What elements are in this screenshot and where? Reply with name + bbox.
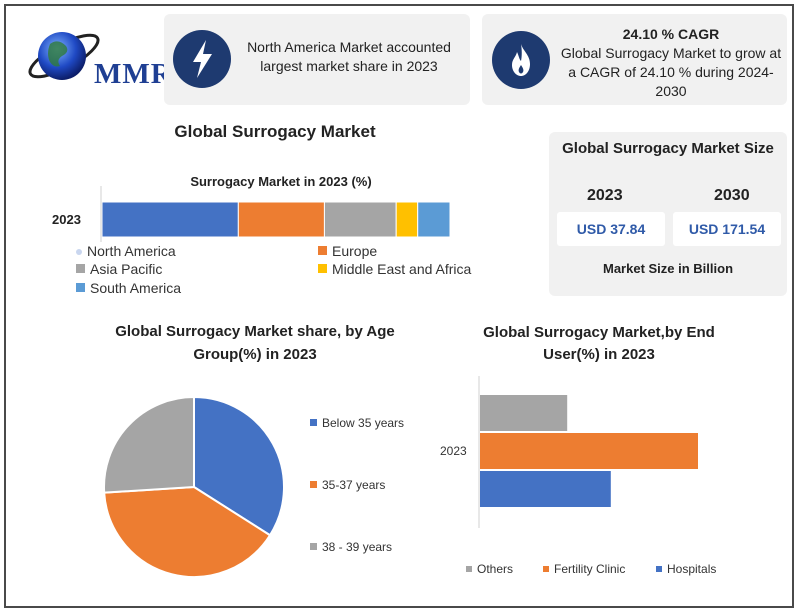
legend-swatch bbox=[466, 566, 472, 572]
end-user-bar-hospitals bbox=[480, 471, 611, 507]
legend-label: Hospitals bbox=[667, 562, 717, 576]
end-user-legend-item-others: Others bbox=[466, 562, 513, 576]
lightning-icon bbox=[173, 30, 231, 88]
pie-slice-35-37-years bbox=[103, 485, 272, 578]
cagr-highlight: 24.10 % CAGR Global Surrogacy Market to … bbox=[560, 25, 782, 101]
legend-swatch bbox=[76, 264, 85, 273]
pie-legend-item-below-35-years: Below 35 years bbox=[310, 416, 404, 430]
legend-label: Europe bbox=[332, 243, 378, 259]
legend-label: Others bbox=[477, 562, 514, 576]
age-group-chart-title: Global Surrogacy Market share, by Age Gr… bbox=[115, 323, 395, 363]
legend-label: South America bbox=[90, 280, 182, 296]
flame-icon bbox=[492, 31, 550, 89]
pie-slice-38-39-years bbox=[103, 395, 195, 494]
legend-swatch bbox=[310, 543, 317, 550]
legend-label: North America bbox=[87, 243, 176, 259]
legend-label: Fertility Clinic bbox=[554, 562, 626, 576]
legend-item-europe: Europe bbox=[318, 243, 377, 259]
globe-icon bbox=[28, 32, 100, 80]
regional-chart-year-label: 2023 bbox=[52, 212, 81, 227]
legend-label: Asia Pacific bbox=[90, 261, 163, 277]
bar-segment-europe bbox=[237, 201, 325, 238]
legend-swatch bbox=[543, 566, 549, 572]
legend-item-asia-pacific: Asia Pacific bbox=[76, 261, 162, 277]
legend-label: Middle East and Africa bbox=[332, 261, 472, 277]
main-title: Global Surrogacy Market bbox=[174, 122, 376, 141]
end-user-bar-fertility-clinic bbox=[480, 433, 698, 469]
logo-text: MMR bbox=[94, 58, 173, 90]
highlight-card-cagr: 24.10 % CAGR Global Surrogacy Market to … bbox=[482, 14, 787, 105]
legend-item-north-america: North America bbox=[76, 243, 176, 259]
market-size-unit: Market Size in Billion bbox=[602, 261, 734, 276]
end-user-legend-item-hospitals: Hospitals bbox=[656, 562, 716, 576]
end-user-chart-title: Global Surrogacy Market,by End User(%) i… bbox=[483, 324, 715, 363]
bar-segment-south-america bbox=[417, 201, 451, 238]
mmr-logo: MMR bbox=[28, 18, 172, 96]
market-size-title: Global Surrogacy Market Size bbox=[562, 140, 774, 157]
bar-segment-asia-pacific bbox=[323, 201, 397, 238]
regional-chart-title: Surrogacy Market in 2023 (%) bbox=[190, 174, 372, 189]
highlight-card-north-america: North America Market accounted largest m… bbox=[164, 14, 470, 105]
legend-swatch bbox=[76, 249, 82, 255]
market-size-value-2030: USD 171.54 bbox=[673, 212, 781, 246]
pie-legend-item-35-37-years: 35-37 years bbox=[310, 478, 385, 492]
end-user-bar-others bbox=[480, 395, 568, 431]
end-user-legend-item-fertility-clinic: Fertility Clinic bbox=[543, 562, 625, 576]
north-america-highlight-text: North America Market accounted largest m… bbox=[247, 39, 451, 74]
market-size-year-2030: 2030 bbox=[714, 187, 750, 204]
bar-segment-north-america bbox=[101, 201, 239, 238]
end-user-year-label: 2023 bbox=[440, 444, 467, 458]
legend-label: 35-37 years bbox=[322, 478, 386, 492]
legend-swatch bbox=[76, 283, 85, 292]
infographic-frame bbox=[4, 4, 794, 608]
market-size-value-2023: USD 37.84 bbox=[557, 212, 665, 246]
legend-swatch bbox=[310, 481, 317, 488]
cagr-title: 24.10 % CAGR bbox=[622, 26, 720, 42]
cagr-text: Global Surrogacy Market to grow at a CAG… bbox=[560, 45, 782, 99]
legend-swatch bbox=[318, 246, 327, 255]
market-size-card: Global Surrogacy Market Size 2023 2030 U… bbox=[549, 132, 787, 296]
legend-label: 38 - 39 years bbox=[322, 540, 393, 554]
legend-label: Below 35 years bbox=[322, 416, 405, 430]
market-size-year-2023: 2023 bbox=[587, 187, 623, 204]
legend-swatch bbox=[656, 566, 662, 572]
legend-swatch bbox=[310, 419, 317, 426]
pie-legend-item-38-39-years: 38 - 39 years bbox=[310, 540, 392, 554]
legend-item-middle-east-and-africa: Middle East and Africa bbox=[318, 261, 471, 277]
legend-swatch bbox=[318, 264, 327, 273]
legend-item-south-america: South America bbox=[76, 280, 181, 296]
